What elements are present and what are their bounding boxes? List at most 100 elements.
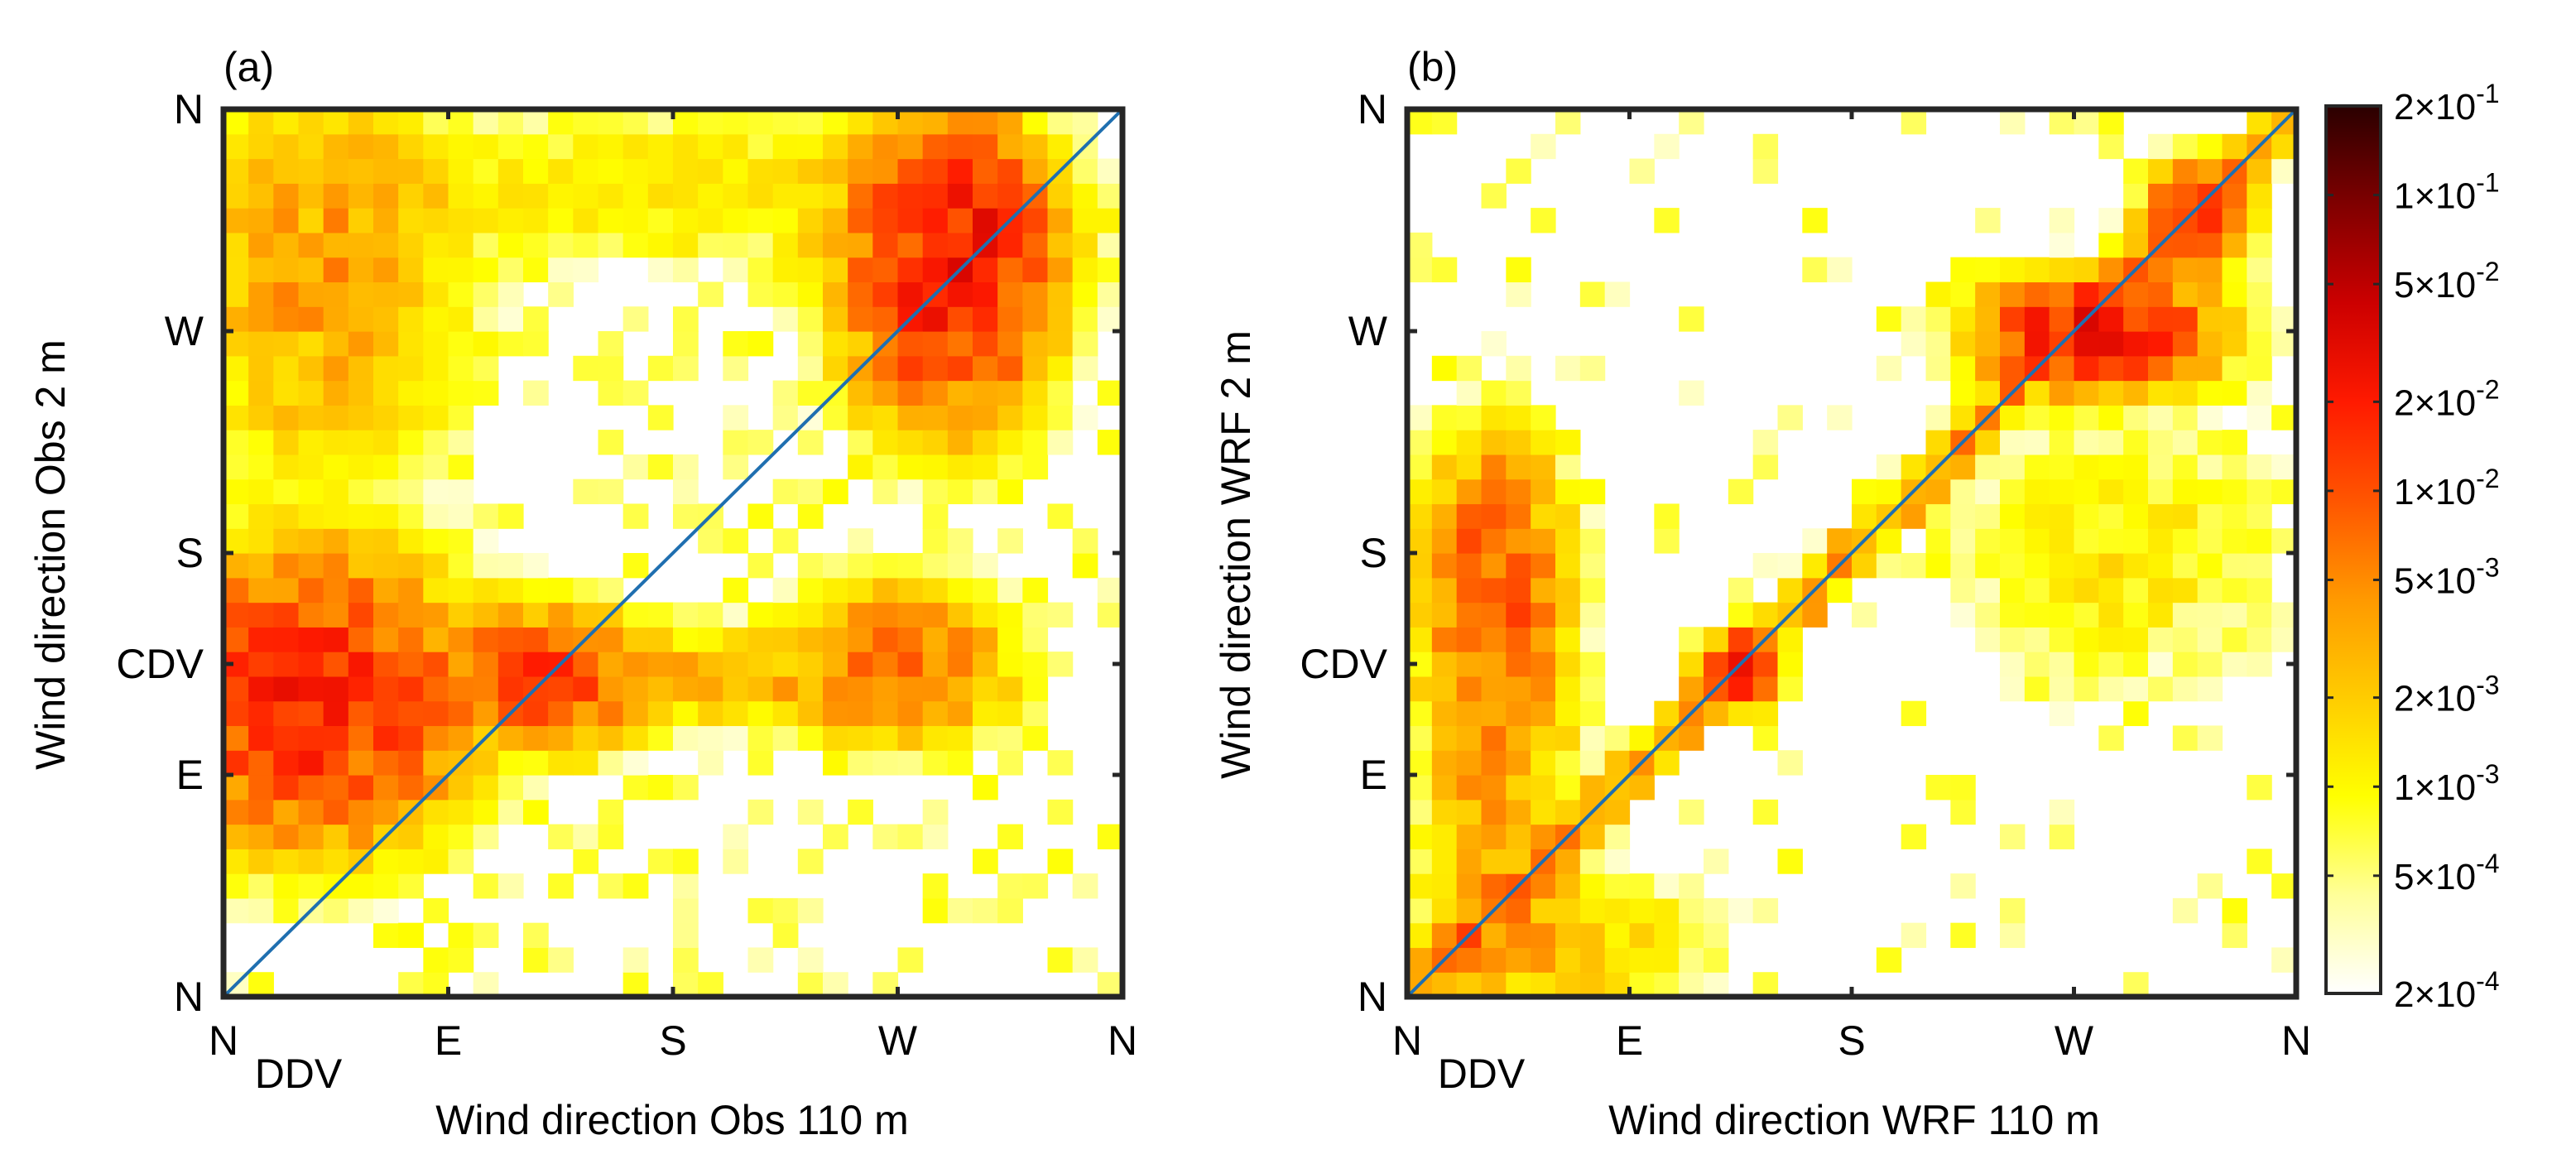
- heatmap-cell: [423, 972, 449, 998]
- heatmap-cell: [772, 208, 799, 233]
- heatmap-cell: [1827, 405, 1853, 430]
- heatmap-cell: [273, 232, 300, 258]
- heatmap-cell: [548, 232, 574, 258]
- heatmap-cell: [1072, 183, 1098, 209]
- heatmap-cell: [323, 430, 349, 455]
- heatmap-cell: [1407, 430, 1433, 455]
- heatmap-cell: [1555, 577, 1581, 604]
- heatmap-cell: [448, 627, 474, 652]
- heatmap-cell: [1456, 849, 1483, 874]
- heatmap-cell: [922, 627, 949, 652]
- heatmap-cell: [1654, 897, 1680, 924]
- heatmap-cell: [248, 281, 274, 307]
- heatmap-cell: [1925, 775, 1951, 801]
- heatmap-cell: [448, 158, 474, 184]
- heatmap-cell: [1072, 158, 1098, 184]
- heatmap-cell: [747, 158, 774, 184]
- heatmap-cell: [2074, 430, 2099, 455]
- heatmap-cell: [2123, 528, 2149, 554]
- heatmap-cell: [848, 133, 873, 160]
- heatmap-cell: [2271, 528, 2297, 554]
- heatmap-cell: [1022, 208, 1049, 233]
- heatmap-cell: [797, 430, 824, 455]
- heatmap-cell: [973, 652, 998, 677]
- heatmap-cell: [573, 183, 599, 209]
- heatmap-cell: [573, 725, 599, 751]
- heatmap-cell: [373, 652, 399, 677]
- heatmap-cell: [1555, 775, 1581, 801]
- heatmap-cell: [398, 430, 424, 455]
- heatmap-cell: [298, 380, 324, 406]
- heatmap-cell: [473, 824, 499, 849]
- heatmap-cell: [1679, 922, 1704, 949]
- heatmap-cell: [323, 577, 349, 604]
- heatmap-cell: [2148, 355, 2174, 382]
- heatmap-cell: [622, 725, 649, 751]
- heatmap-cell: [348, 232, 374, 258]
- heatmap-cell: [1456, 454, 1483, 480]
- heatmap-cell: [323, 479, 349, 505]
- heatmap-cell: [622, 775, 649, 801]
- heatmap-cell: [1531, 750, 1556, 776]
- heatmap-cell: [323, 183, 349, 209]
- heatmap-cell: [573, 257, 599, 283]
- heatmap-cell: [2000, 897, 2026, 924]
- heatmap-cell: [398, 503, 424, 529]
- heatmap-cell: [223, 824, 249, 849]
- heatmap-cell: [1752, 897, 1779, 924]
- heatmap-cell: [1802, 602, 1828, 628]
- heatmap-cell: [1752, 700, 1779, 727]
- heatmap-cell: [448, 479, 474, 505]
- heatmap-cell: [2172, 577, 2199, 604]
- heatmap-cell: [323, 232, 349, 258]
- heatmap-cell: [823, 652, 848, 677]
- heatmap-cell: [947, 109, 973, 135]
- heatmap-cell: [2197, 454, 2223, 480]
- heatmap-cell: [1950, 479, 1976, 505]
- heatmap-cell: [973, 775, 998, 801]
- heatmap-cell: [423, 577, 449, 604]
- heatmap-cell: [647, 627, 674, 652]
- heatmap-cell: [973, 602, 998, 628]
- heatmap-cell: [947, 380, 973, 406]
- heatmap-cell: [1901, 922, 1927, 949]
- heatmap-cell: [2098, 208, 2124, 233]
- heatmap-cell: [797, 897, 824, 924]
- heatmap-cell: [1975, 553, 2001, 579]
- heatmap-cell: [872, 652, 899, 677]
- heatmap-cell: [473, 133, 499, 160]
- y-tick-label: N: [174, 86, 204, 132]
- heatmap-cell: [922, 257, 949, 283]
- heatmap-cell: [747, 281, 774, 307]
- heatmap-cell: [2222, 897, 2247, 924]
- heatmap-cell: [248, 109, 274, 135]
- heatmap-cell: [1604, 849, 1631, 874]
- heatmap-cell: [1097, 824, 1123, 849]
- heatmap-cell: [2148, 454, 2174, 480]
- heatmap-cell: [872, 725, 899, 751]
- heatmap-cell: [298, 799, 324, 825]
- heatmap-cell: [573, 133, 599, 160]
- heatmap-cell: [373, 405, 399, 430]
- heatmap-cell: [1456, 897, 1483, 924]
- heatmap-cell: [1456, 972, 1483, 998]
- heatmap-cell: [2074, 281, 2099, 307]
- heatmap-cell: [548, 602, 574, 628]
- heatmap-cell: [423, 503, 449, 529]
- heatmap-cell: [523, 232, 549, 258]
- heatmap-cell: [223, 158, 249, 184]
- heatmap-cell: [997, 750, 1023, 776]
- heatmap-cell: [922, 430, 949, 455]
- heatmap-cell: [2098, 430, 2124, 455]
- heatmap-cell: [2049, 454, 2075, 480]
- heatmap-cell: [2074, 553, 2099, 579]
- heatmap-cell: [473, 577, 499, 604]
- heatmap-cell: [747, 897, 774, 924]
- heatmap-cell: [622, 972, 649, 998]
- heatmap-cell: [2148, 257, 2174, 283]
- heatmap-cell: [497, 652, 524, 677]
- heatmap-cell: [473, 750, 499, 776]
- heatmap-cell: [598, 750, 624, 776]
- heatmap-cell: [523, 922, 549, 949]
